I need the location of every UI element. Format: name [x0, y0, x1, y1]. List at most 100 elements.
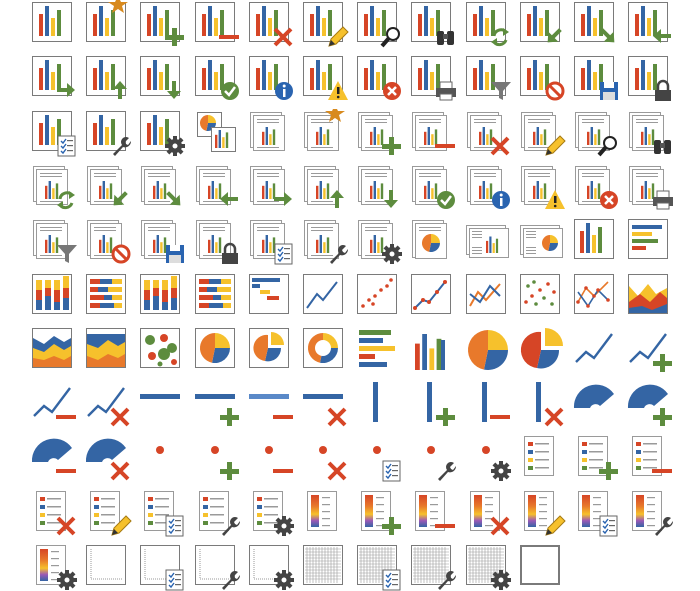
- exploded-pie-chart-icon[interactable]: [247, 326, 295, 374]
- chart-report-icon[interactable]: [247, 109, 295, 157]
- chart-report-error-icon[interactable]: [572, 163, 620, 211]
- chart-report-arrow-down-left-icon[interactable]: [84, 163, 132, 211]
- add-legend-icon[interactable]: [572, 434, 620, 482]
- search-chart-icon[interactable]: [355, 0, 403, 48]
- gridlines-icon[interactable]: [301, 543, 349, 591]
- save-chart-icon[interactable]: [572, 54, 620, 102]
- chart-report-ok-icon[interactable]: [409, 163, 457, 211]
- bubble-chart-icon[interactable]: [138, 326, 186, 374]
- scatter-chart-icon[interactable]: [355, 272, 403, 320]
- pie-chart-icon[interactable]: [193, 326, 241, 374]
- chart-arrow-down-left-icon[interactable]: [518, 0, 566, 48]
- chart-arrow-down-icon[interactable]: [138, 54, 186, 102]
- remove-vertical-line-icon[interactable]: [464, 380, 512, 428]
- chart-report-info-icon[interactable]: [464, 163, 512, 211]
- chart-settings-icon[interactable]: [138, 109, 186, 157]
- remove-gauge-icon[interactable]: [30, 434, 78, 482]
- stacked-column-chart-icon[interactable]: [30, 272, 78, 320]
- delete-trend-line-icon[interactable]: [84, 380, 132, 428]
- color-scale-icon[interactable]: [301, 489, 349, 537]
- stacked-area-chart-icon[interactable]: [30, 326, 78, 374]
- color-scale-properties-icon[interactable]: [572, 489, 620, 537]
- chart-arrow-left-icon[interactable]: [626, 0, 674, 48]
- new-chart-report-icon[interactable]: [301, 108, 349, 157]
- add-gauge-icon[interactable]: [626, 380, 674, 428]
- landscape-pie-report-icon[interactable]: [518, 217, 566, 265]
- delete-gauge-icon[interactable]: [84, 434, 132, 482]
- delete-chart-report-icon[interactable]: [464, 109, 512, 157]
- stacked-bar-chart-icon[interactable]: [84, 272, 132, 320]
- chart-report-arrow-left-icon[interactable]: [193, 163, 241, 211]
- line-chart-icon[interactable]: [301, 272, 349, 320]
- chart-properties-icon[interactable]: [30, 109, 78, 157]
- charts-icon[interactable]: [193, 109, 241, 157]
- edit-legend-icon[interactable]: [84, 489, 132, 537]
- chart-report-tools-icon[interactable]: [301, 217, 349, 265]
- remove-chart-icon[interactable]: [193, 0, 241, 48]
- add-vertical-line-icon[interactable]: [409, 380, 457, 428]
- chart-error-icon[interactable]: [355, 54, 403, 102]
- chart-blocked-icon[interactable]: [518, 54, 566, 102]
- column-chart-large-icon[interactable]: [409, 326, 457, 374]
- chart-arrow-up-icon[interactable]: [84, 54, 132, 102]
- add-data-point-icon[interactable]: [193, 434, 241, 482]
- delete-horizontal-line-icon[interactable]: [301, 380, 349, 428]
- chart-report-settings-icon[interactable]: [355, 217, 403, 265]
- data-point-settings-icon[interactable]: [464, 434, 512, 482]
- gridlines-properties-icon[interactable]: [355, 543, 403, 591]
- chart-frame-icon[interactable]: [518, 543, 566, 591]
- remove-color-scale-icon[interactable]: [409, 489, 457, 537]
- chart-report-warning-icon[interactable]: [518, 163, 566, 211]
- delete-legend-icon[interactable]: [30, 489, 78, 537]
- bar-chart-icon[interactable]: [626, 217, 674, 265]
- edit-chart-report-icon[interactable]: [518, 109, 566, 157]
- vertical-line-icon[interactable]: [355, 380, 403, 428]
- data-point-tools-icon[interactable]: [409, 434, 457, 482]
- chart-report-properties-icon[interactable]: [247, 217, 295, 265]
- print-chart-report-icon[interactable]: [626, 163, 674, 211]
- add-color-scale-icon[interactable]: [355, 489, 403, 537]
- edit-chart-icon[interactable]: [301, 0, 349, 48]
- remove-trend-line-icon[interactable]: [30, 380, 78, 428]
- horizontal-line-icon[interactable]: [138, 380, 186, 428]
- chart-arrow-right-icon[interactable]: [30, 54, 78, 102]
- delete-data-point-icon[interactable]: [301, 434, 349, 482]
- chart-warning-icon[interactable]: [301, 54, 349, 102]
- legend-properties-icon[interactable]: [138, 489, 186, 537]
- chart-icon[interactable]: [30, 0, 78, 48]
- remove-legend-icon[interactable]: [626, 434, 674, 482]
- legend-tools-icon[interactable]: [193, 489, 241, 537]
- doughnut-chart-icon[interactable]: [301, 326, 349, 374]
- data-point-properties-icon[interactable]: [355, 434, 403, 482]
- stacked-column-100-chart-icon[interactable]: [138, 272, 186, 320]
- plot-area-icon[interactable]: [84, 543, 132, 591]
- delete-chart-icon[interactable]: [247, 0, 295, 48]
- save-chart-report-icon[interactable]: [138, 217, 186, 265]
- plot-area-properties-icon[interactable]: [138, 543, 186, 591]
- print-chart-icon[interactable]: [409, 54, 457, 102]
- refresh-chart-report-icon[interactable]: [30, 163, 78, 211]
- new-chart-icon[interactable]: [84, 0, 132, 48]
- gridlines-settings-icon[interactable]: [464, 543, 512, 591]
- multi-line-markers-chart-icon[interactable]: [572, 272, 620, 320]
- line-markers-chart-icon[interactable]: [409, 272, 457, 320]
- chart-report-arrow-down-right-icon[interactable]: [138, 163, 186, 211]
- add-chart-icon[interactable]: [138, 0, 186, 48]
- chart-report-blocked-icon[interactable]: [84, 217, 132, 265]
- delete-color-scale-icon[interactable]: [464, 489, 512, 537]
- trend-line-icon[interactable]: [572, 326, 620, 374]
- multi-scatter-chart-icon[interactable]: [518, 272, 566, 320]
- data-point-icon[interactable]: [138, 434, 186, 482]
- stacked-bar-100-chart-icon[interactable]: [193, 272, 241, 320]
- plot-area-tools-icon[interactable]: [193, 543, 241, 591]
- column-chart-icon[interactable]: [572, 217, 620, 265]
- landscape-chart-report-icon[interactable]: [464, 217, 512, 265]
- filter-chart-icon[interactable]: [464, 54, 512, 102]
- gauge-icon[interactable]: [572, 380, 620, 428]
- remove-chart-report-icon[interactable]: [409, 109, 457, 157]
- delete-vertical-line-icon[interactable]: [518, 380, 566, 428]
- remove-horizontal-line-icon[interactable]: [247, 380, 295, 428]
- add-trend-line-icon[interactable]: [626, 326, 674, 374]
- bar-chart-large-icon[interactable]: [355, 326, 403, 374]
- gridlines-tools-icon[interactable]: [409, 543, 457, 591]
